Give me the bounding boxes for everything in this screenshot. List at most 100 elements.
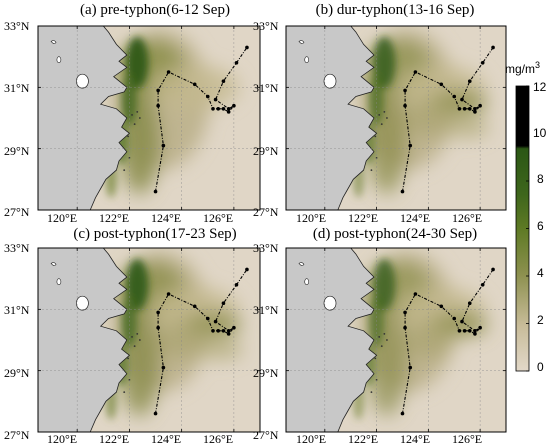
xtick-d-1: 122°E [348,432,379,446]
panel-frame [37,25,261,211]
lake [50,262,57,266]
typhoon-track-point [205,316,210,321]
typhoon-track-point [153,189,158,194]
island [136,332,139,335]
typhoon-track-point [480,283,485,287]
island [378,336,381,338]
typhoon-track-point [211,329,215,333]
typhoon-track-point [161,143,166,148]
typhoon-track-point [460,97,464,102]
typhoon-track-point [460,319,464,324]
island [133,345,136,348]
ytick-c-3: 27°N [4,428,30,442]
typhoon-track-point [413,70,418,74]
typhoon-track-point [439,304,444,309]
island [375,378,378,381]
xtick-a-0: 120°E [47,211,78,225]
island [123,391,126,394]
panel-frame [37,247,261,433]
panel-title-a: (a) pre-typhon(6-12 Sep) [80,2,230,18]
typhoon-track-point [216,329,221,333]
typhoon-track-point [221,329,226,333]
lake [323,295,337,311]
island [374,135,377,138]
island [136,110,139,113]
land-mass [286,248,378,432]
typhoon-track-point [462,329,467,333]
island [131,336,133,338]
typhoon-track-point [413,292,418,296]
colorbar-tick-0: 0 [537,360,544,374]
lake [56,56,62,64]
island [383,110,386,113]
ytick-d-3: 27°N [253,428,279,442]
lake [76,295,89,311]
ytick-c-2: 29°N [4,366,30,380]
island [386,117,388,119]
typhoon-track-line [401,269,494,414]
typhoon-track-point [491,45,495,50]
typhoon-track-point [467,107,472,111]
ytick-b-1: 31°N [253,81,279,95]
typhoon-track-point [156,325,160,330]
colorbar-unit-exponent: 3 [535,60,541,70]
typhoon-track-point [226,110,231,114]
typhoon-track-point [473,107,477,111]
xtick-c-0: 120°E [47,432,78,446]
typhoon-track-point [403,325,407,330]
xtick-d-3: 126°E [452,432,483,446]
lake [298,40,305,44]
typhoon-track-point [192,82,197,87]
ytick-c-1: 31°N [4,303,30,317]
colorbar-tick-12: 12 [533,80,547,94]
island [127,357,130,360]
typhoon-track-point [439,82,444,87]
typhoon-track-point [156,88,160,93]
typhoon-track-point [156,310,160,315]
typhoon-track-point [467,301,472,306]
typhoon-track-point [221,107,226,111]
xtick-d-2: 124°E [400,432,431,446]
land-mass [38,26,131,210]
panel-frame [285,247,507,433]
island [380,123,383,126]
typhoon-track-point [480,61,485,65]
typhoon-track-point [478,103,482,108]
typhoon-track-point [473,329,477,333]
typhoon-track-point [457,107,462,111]
ytick-d-2: 29°N [253,366,279,380]
colorbar-unit-label: mg/m3 [505,60,540,76]
xtick-c-3: 126°E [203,432,234,446]
map-panel-c [37,247,261,433]
typhoon-track-point [216,107,221,111]
land-mass [38,248,131,432]
typhoon-track-point [234,61,239,65]
lake [304,278,310,286]
colorbar-tick-6: 6 [537,219,544,233]
map-panel-d [285,247,507,433]
xtick-b-1: 122°E [348,211,379,225]
typhoon-track-point [467,79,472,83]
typhoon-track-point [408,365,413,370]
typhoon-track-point [400,189,405,194]
xtick-b-2: 124°E [400,211,431,225]
island [133,123,136,126]
panel-frame [285,25,507,211]
typhoon-track-point [457,329,462,333]
lake [50,40,57,44]
typhoon-track-point [452,316,457,321]
typhoon-track-point [211,107,215,111]
lake [304,56,310,64]
typhoon-track-point [205,94,210,99]
typhoon-track-point [232,103,236,108]
island [127,135,130,138]
ytick-a-1: 31°N [4,81,30,95]
land-mass [286,26,378,210]
ytick-a-3: 27°N [4,205,30,219]
lake [56,278,62,286]
typhoon-track-point [161,365,166,370]
typhoon-track-point [467,329,472,333]
lake [298,262,305,266]
